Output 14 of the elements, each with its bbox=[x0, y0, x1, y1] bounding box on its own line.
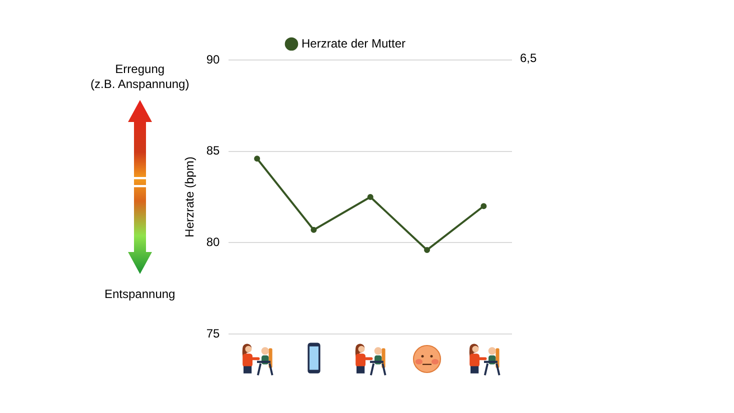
y-tick-label: 90 bbox=[206, 52, 220, 66]
point bbox=[254, 156, 260, 162]
y-tick-label: 80 bbox=[206, 234, 220, 249]
y-tick-label: 75 bbox=[206, 326, 220, 340]
point bbox=[480, 203, 487, 210]
text: Entspannung bbox=[104, 287, 176, 302]
legend-label: Herzrate der Mutter bbox=[301, 36, 406, 50]
text: 6,5 bbox=[520, 50, 537, 66]
point bbox=[424, 246, 430, 253]
text: Erregung (z.B. Anspannung) bbox=[90, 62, 190, 92]
y-axis-title: Herzrate (bpm) bbox=[182, 156, 197, 238]
y-tick-label: 85 bbox=[206, 144, 220, 158]
point bbox=[310, 226, 317, 233]
point bbox=[367, 194, 374, 200]
